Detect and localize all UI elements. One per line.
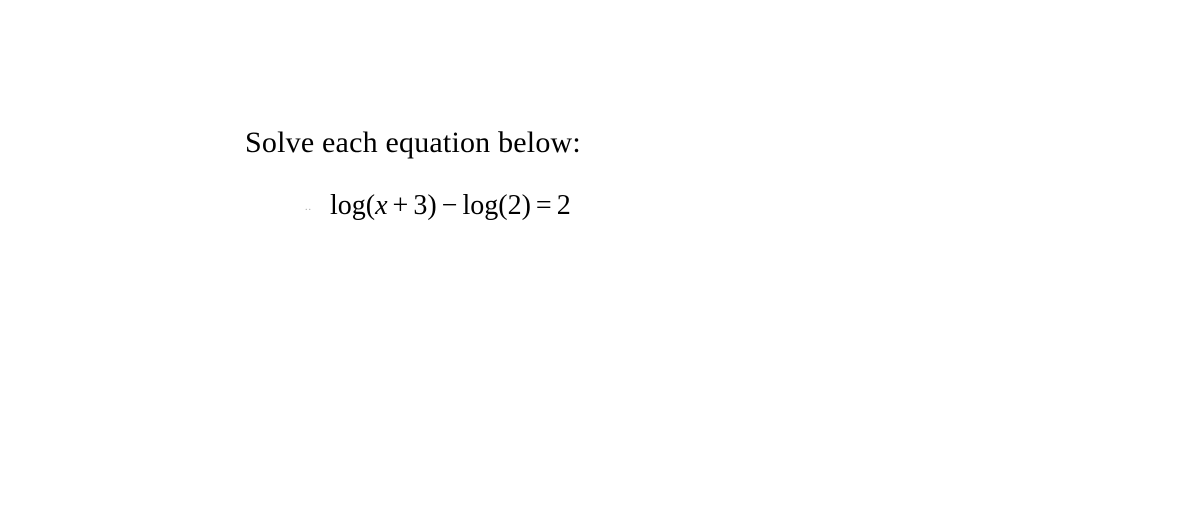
content-block: Solve each equation below: .. log(x+3)−l… (245, 125, 581, 223)
faint-marker: .. (305, 202, 312, 214)
page: Solve each equation below: .. log(x+3)−l… (0, 0, 1200, 526)
rhs-2: 2 (557, 190, 571, 221)
const-2: 2 (508, 190, 522, 221)
var-x: x (375, 190, 387, 221)
paren-close-2: ) (522, 190, 531, 221)
paren-close-1: ) (427, 190, 436, 221)
const-3: 3 (413, 190, 427, 221)
paren-open-1: ( (366, 190, 375, 221)
fn-log-1: log (330, 190, 366, 221)
equation-row: .. log(x+3)−log(2)=2 (305, 189, 581, 223)
instruction-text: Solve each equation below: (245, 125, 581, 161)
paren-open-2: ( (498, 190, 507, 221)
op-plus: + (388, 190, 414, 221)
equation: log(x+3)−log(2)=2 (330, 189, 571, 223)
op-eq: = (531, 190, 557, 221)
fn-log-2: log (462, 190, 498, 221)
op-minus: − (437, 190, 463, 221)
